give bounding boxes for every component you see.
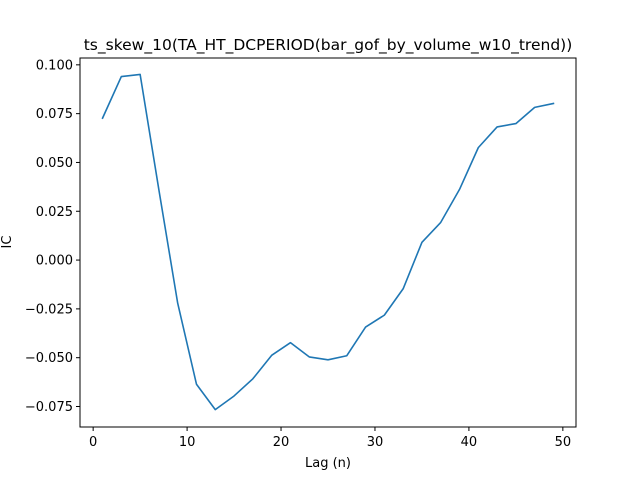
y-tick-label: −0.025 [25, 302, 73, 317]
y-axis-label: IC [0, 236, 15, 249]
x-tick-label: 20 [273, 435, 290, 450]
plot-area [79, 57, 577, 428]
y-tick-label: −0.050 [25, 351, 73, 366]
plot-frame [79, 57, 577, 428]
chart-title: ts_skew_10(TA_HT_DCPERIOD(bar_gof_by_vol… [84, 36, 573, 55]
x-tick-label: 10 [179, 435, 196, 450]
series-line [101, 73, 555, 411]
x-axis: 0 10 20 30 40 50 [89, 427, 571, 450]
x-axis-label: Lag (n) [305, 456, 351, 471]
y-axis: −0.075 −0.050 −0.025 0.000 0.025 0.050 0.075 0.… [25, 58, 80, 415]
y-tick-label: 0.025 [36, 205, 73, 220]
x-tick-label: 40 [461, 435, 478, 450]
y-tick-label: 0.050 [36, 156, 73, 171]
y-tick-label: 0.100 [36, 58, 73, 73]
x-tick-label: 30 [367, 435, 384, 450]
y-tick-label: −0.075 [25, 400, 73, 415]
y-tick-label: 0.075 [36, 107, 73, 122]
x-tick-label: 0 [89, 435, 97, 450]
x-tick-label: 50 [555, 435, 572, 450]
y-tick-label: 0.000 [36, 254, 73, 269]
